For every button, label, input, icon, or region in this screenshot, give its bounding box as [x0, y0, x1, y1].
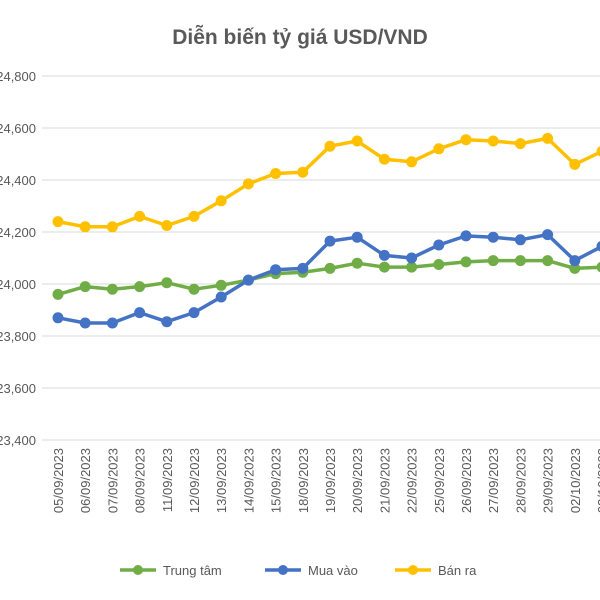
data-point	[106, 283, 118, 295]
legend-marker	[278, 565, 288, 575]
data-point	[161, 220, 173, 231]
x-tick-label: 21/09/2023	[377, 448, 392, 513]
data-point	[270, 264, 282, 276]
data-point	[79, 317, 91, 329]
legend-marker	[408, 565, 418, 575]
data-point	[188, 307, 200, 319]
data-point	[188, 210, 200, 222]
data-point	[52, 312, 64, 324]
data-point	[433, 143, 445, 155]
x-tick-label: 28/09/2023	[513, 448, 528, 513]
data-point	[542, 229, 554, 241]
x-tick-label: 06/09/2023	[78, 448, 93, 513]
y-tick-label: 23,600	[0, 381, 36, 396]
data-point	[242, 178, 254, 190]
data-point	[378, 249, 390, 261]
data-point	[542, 255, 554, 267]
x-tick-label: 27/09/2023	[486, 448, 501, 513]
x-tick-label: 02/10/2023	[568, 448, 583, 513]
legend-marker	[133, 565, 143, 575]
data-point	[514, 138, 526, 150]
data-point	[487, 135, 499, 147]
data-point	[134, 307, 146, 319]
data-point	[134, 210, 146, 222]
chart-title: Diễn biến tỷ giá USD/VND	[172, 25, 428, 49]
data-point	[514, 234, 526, 246]
legend-label: Mua vào	[308, 563, 358, 578]
data-point	[134, 281, 146, 293]
y-tick-label: 23,800	[0, 329, 36, 344]
data-point	[324, 262, 336, 274]
data-point	[79, 221, 91, 233]
x-tick-label: 25/09/2023	[432, 448, 447, 513]
data-point	[378, 153, 390, 165]
data-point	[297, 166, 309, 178]
data-point	[52, 216, 64, 228]
data-point	[596, 241, 600, 252]
data-point	[106, 317, 118, 329]
y-tick-label: 23,400	[0, 433, 36, 448]
y-tick-label: 24,600	[0, 121, 36, 136]
data-point	[406, 261, 418, 273]
x-tick-label: 11/09/2023	[160, 448, 175, 512]
data-point	[378, 261, 390, 273]
data-point	[596, 261, 600, 273]
data-point	[406, 156, 418, 168]
data-point	[487, 231, 499, 243]
x-tick-label: 29/09/2023	[541, 448, 556, 513]
x-tick-label: 07/09/2023	[105, 448, 120, 513]
data-point	[52, 288, 64, 300]
data-point	[542, 132, 554, 144]
data-point	[351, 231, 363, 243]
x-tick-label: 08/09/2023	[133, 448, 148, 513]
data-point	[297, 262, 309, 274]
data-point	[406, 252, 418, 264]
data-point	[460, 134, 472, 146]
data-point	[351, 257, 363, 269]
data-point	[433, 259, 445, 270]
data-point	[460, 256, 472, 268]
data-point	[215, 279, 227, 291]
x-tick-label: 18/09/2023	[296, 448, 311, 513]
x-tick-label: 26/09/2023	[459, 448, 474, 513]
data-point	[161, 316, 173, 328]
data-point	[270, 168, 282, 179]
x-tick-label: 20/09/2023	[350, 448, 365, 513]
data-point	[215, 291, 227, 303]
y-tick-label: 24,400	[0, 173, 36, 188]
data-point	[351, 135, 363, 147]
data-point	[215, 195, 227, 207]
x-tick-label: 03/10/2023	[595, 448, 600, 513]
data-point	[242, 274, 254, 286]
data-point	[433, 239, 445, 251]
data-point	[79, 281, 91, 293]
y-tick-label: 24,000	[0, 277, 36, 292]
legend-label: Trung tâm	[163, 563, 222, 578]
data-point	[514, 255, 526, 267]
data-point	[596, 146, 600, 157]
data-point	[460, 230, 472, 242]
data-point	[324, 235, 336, 247]
data-point	[569, 158, 581, 170]
legend-label: Bán ra	[438, 563, 477, 578]
x-tick-label: 19/09/2023	[323, 448, 338, 513]
x-tick-label: 14/09/2023	[241, 448, 256, 513]
y-tick-label: 24,200	[0, 225, 36, 240]
x-tick-label: 22/09/2023	[405, 448, 420, 513]
x-tick-label: 05/09/2023	[51, 448, 66, 513]
data-point	[487, 255, 499, 267]
data-point	[324, 140, 336, 152]
data-point	[106, 221, 118, 233]
data-point	[188, 283, 200, 295]
x-tick-label: 13/09/2023	[214, 448, 229, 513]
x-tick-label: 15/09/2023	[269, 448, 284, 513]
data-point	[569, 255, 581, 267]
data-point	[161, 277, 173, 289]
y-tick-label: 24,800	[0, 69, 36, 84]
x-tick-label: 12/09/2023	[187, 448, 202, 513]
